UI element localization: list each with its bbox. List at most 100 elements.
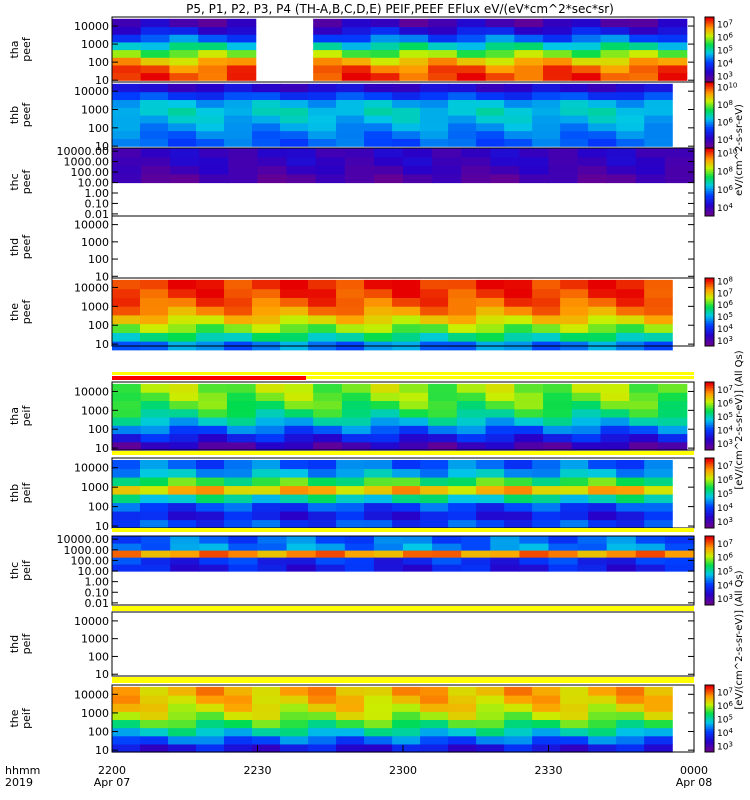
- spectrogram-cell: [140, 26, 171, 35]
- spectrogram-cell: [224, 476, 253, 487]
- spectrogram-cell: [420, 502, 449, 512]
- spectrogram-cell: [169, 383, 199, 393]
- colorbar-segment: [705, 731, 714, 735]
- spectrogram-cell: [514, 383, 544, 393]
- spectrogram-cell: [336, 703, 365, 712]
- spectrogram-cell: [560, 485, 589, 495]
- colorbar-segment: [705, 146, 714, 149]
- spectrogram-cell: [226, 425, 257, 435]
- spectrogram-cell: [532, 485, 561, 495]
- spectrogram-cell: [519, 543, 550, 551]
- colorbar-segment: [705, 421, 714, 424]
- colorbar-segment: [705, 393, 714, 397]
- colorbar-segment: [705, 599, 714, 603]
- spectrogram-cell: [664, 564, 695, 572]
- spectrogram-cell: [504, 115, 533, 124]
- spectrogram-cell: [448, 297, 477, 307]
- spectrogram-cell: [448, 83, 477, 93]
- spectrogram-cell: [616, 314, 645, 325]
- spectrogram-cell: [485, 441, 515, 451]
- spectrogram-cell: [140, 400, 171, 410]
- spectrogram-cell: [196, 519, 225, 529]
- spectrogram-cell: [224, 735, 253, 745]
- colorbar-segment: [705, 59, 714, 62]
- spectrogram-cell: [504, 138, 533, 147]
- spectrogram-cell: [543, 425, 573, 435]
- spectrogram-cell: [336, 735, 365, 745]
- spectrogram-cell: [252, 279, 281, 290]
- spectrogram-cell: [476, 122, 505, 132]
- colorbar-segment: [705, 96, 714, 99]
- colorbar-segment: [705, 584, 714, 587]
- spectrogram-cell: [392, 459, 421, 470]
- spectrogram-cell: [336, 727, 365, 737]
- colorbar-segment: [705, 548, 714, 551]
- colorbar-segment: [705, 180, 714, 183]
- spectrogram-cell: [370, 433, 400, 443]
- spectrogram-cell: [543, 400, 573, 410]
- spectrogram-cell: [308, 459, 337, 470]
- spectrogram-cell: [490, 165, 520, 175]
- spectrogram-cell: [255, 441, 286, 451]
- colorbar-segment: [705, 701, 714, 704]
- spectrogram-cell: [504, 99, 533, 108]
- spectrogram-cell: [196, 99, 225, 108]
- spectrogram-cell: [635, 543, 666, 551]
- spectrogram-cell: [198, 408, 228, 418]
- spectrogram-cell: [664, 543, 695, 551]
- colorbar-segment: [705, 327, 714, 330]
- spectrogram-cell: [420, 130, 449, 139]
- spectrogram-cell: [168, 743, 197, 753]
- y-tick-label: 0.01: [85, 208, 110, 221]
- spectrogram-cell: [286, 165, 317, 175]
- colorbar-segment: [705, 17, 714, 20]
- spectrogram-cell: [657, 441, 688, 451]
- spectrogram-cell: [490, 536, 520, 544]
- spectrogram-cell: [448, 695, 477, 704]
- spectrogram-cell: [399, 383, 429, 393]
- spectrogram-cell: [112, 416, 142, 426]
- spectrogram-cell: [364, 323, 393, 333]
- spectrogram-cell: [284, 392, 314, 402]
- colorbar-tick-label: 103: [717, 516, 733, 528]
- spectrogram-cell: [485, 49, 515, 58]
- spectrogram-cell: [140, 703, 169, 712]
- spectrogram-cell: [588, 502, 617, 512]
- colorbar-segment: [705, 64, 714, 67]
- spectrogram-cell: [532, 122, 561, 132]
- spectrogram-cell: [170, 148, 200, 158]
- spectrogram-cell: [629, 72, 659, 81]
- spectrogram-cell: [392, 476, 421, 487]
- spectrogram-cell: [199, 536, 229, 544]
- spectrogram-cell: [280, 719, 309, 729]
- spectrogram-cell: [370, 41, 400, 51]
- spectrogram-cell: [344, 550, 375, 558]
- spectrogram-cell: [399, 34, 429, 43]
- spectrogram-cell: [571, 57, 602, 66]
- colorbar-segment: [705, 291, 714, 294]
- colorbar-segment: [705, 558, 714, 561]
- spectrogram-cell: [588, 138, 617, 147]
- spectrogram-cell: [224, 306, 253, 316]
- spectrogram-cell: [664, 536, 695, 544]
- spectrogram-cell: [141, 173, 171, 184]
- spectrogram-cell: [476, 332, 505, 342]
- colorbar-segment: [705, 427, 714, 431]
- spectrogram-cell: [169, 392, 199, 402]
- spectrogram-cell: [141, 165, 171, 175]
- colorbar-segment: [705, 409, 714, 412]
- spectrogram-cell: [112, 564, 142, 572]
- spectrogram-cell: [514, 433, 544, 443]
- spectrogram-cell: [364, 711, 393, 721]
- colorbar-segment: [705, 725, 714, 728]
- status-bar: [112, 677, 694, 683]
- spectrogram-cell: [571, 416, 602, 426]
- spectrogram-cell: [560, 130, 589, 139]
- spectrogram-cell: [476, 279, 505, 290]
- spectrogram-cell: [476, 130, 505, 139]
- spectrogram-cell: [629, 64, 659, 74]
- spectrogram-cell: [399, 26, 429, 35]
- spectrogram-cell: [399, 18, 429, 28]
- spectrogram-cell: [588, 493, 617, 504]
